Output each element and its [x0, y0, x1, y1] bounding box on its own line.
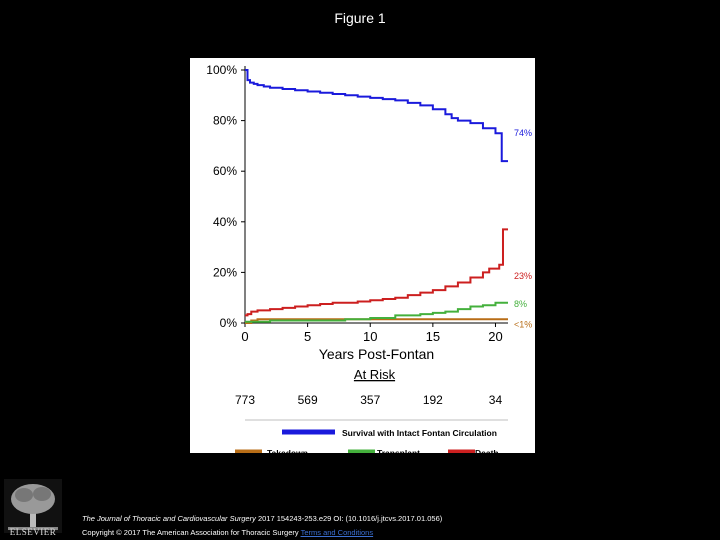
y-tick-label: 0%	[220, 316, 238, 330]
figure-panel: 0% 20% 40% 60% 80% 100% 0 5 10 15 20 Years Post-Fon…	[190, 58, 535, 453]
x-axis-title: Years Post-Fontan	[319, 346, 434, 362]
copyright-text: Copyright © 2017 The American Associatio…	[82, 528, 299, 537]
elsevier-tree-logo	[4, 479, 62, 533]
legend-label-2: Transplant	[377, 448, 420, 453]
y-tick-label: 80%	[213, 114, 237, 128]
at-risk-count: 34	[489, 393, 503, 407]
citation: The Journal of Thoracic and Cardiovascul…	[82, 512, 442, 540]
terms-link[interactable]: Terms and Conditions	[300, 528, 374, 537]
x-tick-label: 20	[488, 329, 502, 344]
at-risk-count: 773	[235, 393, 255, 407]
series-end-label-3: <1%	[514, 319, 532, 329]
series-end-label-2: 8%	[514, 299, 527, 309]
citation-line-2: Copyright © 2017 The American Associatio…	[82, 526, 442, 540]
y-tick-label: 60%	[213, 164, 237, 178]
at-risk-count: 357	[360, 393, 380, 407]
series-end-label-1: 23%	[514, 271, 532, 281]
series-end-label-0: 74%	[514, 128, 532, 138]
y-tick-label: 20%	[213, 265, 237, 279]
legend-label-3: Death	[475, 448, 499, 453]
x-tick-label: 0	[241, 329, 248, 344]
y-tick-label: 100%	[206, 63, 237, 77]
at-risk-label: At Risk	[354, 367, 396, 382]
citation-line-1: The Journal of Thoracic and Cardiovascul…	[82, 512, 442, 526]
series-line-0	[245, 69, 508, 163]
x-tick-label: 10	[363, 329, 377, 344]
series-line-3	[245, 318, 508, 324]
x-tick-label: 5	[304, 329, 311, 344]
slide-title: Figure 1	[334, 10, 386, 26]
y-tick-label: 40%	[213, 215, 237, 229]
at-risk-count: 192	[423, 393, 443, 407]
survival-chart: 0% 20% 40% 60% 80% 100% 0 5 10 15 20 Years Post-Fon…	[206, 63, 532, 453]
at-risk-count: 569	[298, 393, 318, 407]
legend-label-1: Takedown	[267, 448, 308, 453]
elsevier-logo-text: ELSEVIER	[9, 527, 57, 537]
journal-name: The Journal of Thoracic and Cardiovascul…	[82, 514, 256, 523]
x-tick-label: 15	[426, 329, 440, 344]
legend-label-0: Survival with Intact Fontan Circulation	[342, 428, 497, 438]
citation-details: 2017 154243-253.e29 OI: (10.1016/j.jtcvs…	[257, 514, 443, 523]
series-line-1	[245, 228, 508, 317]
series-line-2	[245, 301, 508, 323]
